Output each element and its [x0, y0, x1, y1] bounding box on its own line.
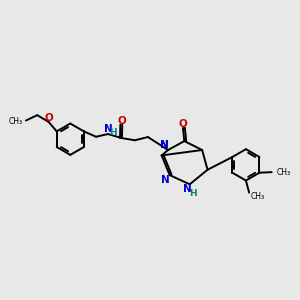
Text: N: N	[161, 175, 170, 185]
Text: CH₃: CH₃	[277, 168, 291, 177]
Text: CH₃: CH₃	[250, 192, 265, 201]
Text: H: H	[189, 189, 196, 198]
Text: N: N	[160, 140, 169, 150]
Text: H: H	[109, 128, 116, 137]
Text: O: O	[178, 119, 187, 129]
Text: O: O	[118, 116, 127, 126]
Text: CH₃: CH₃	[8, 117, 23, 126]
Text: N: N	[160, 140, 169, 150]
Text: N: N	[184, 184, 192, 194]
Text: O: O	[45, 113, 53, 123]
Text: N: N	[103, 124, 112, 134]
